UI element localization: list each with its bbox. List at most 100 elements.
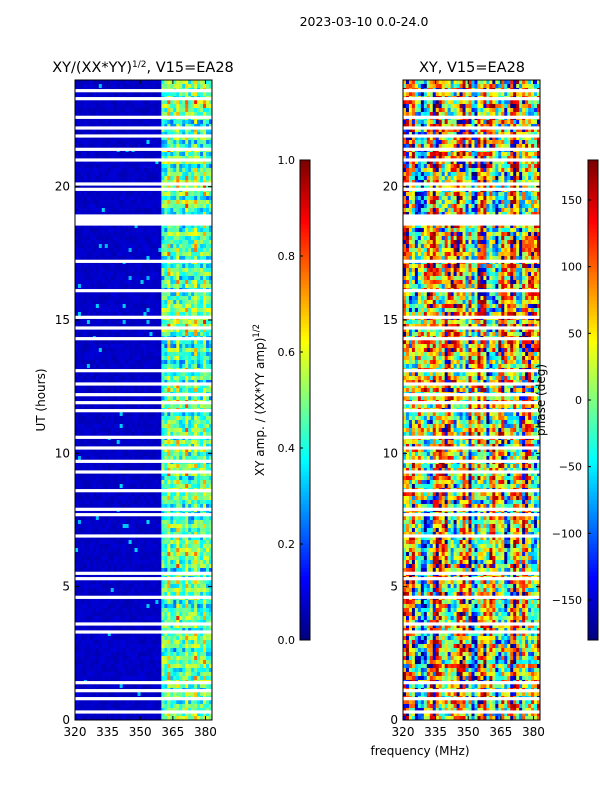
heatmap-cell bbox=[188, 280, 192, 285]
heatmap-cell bbox=[89, 200, 94, 205]
heatmap-cell bbox=[140, 356, 144, 361]
heatmap-cell bbox=[167, 172, 171, 177]
heatmap-cell bbox=[113, 180, 118, 185]
heatmap-cell bbox=[83, 124, 88, 129]
heatmap-cell bbox=[95, 228, 100, 233]
heatmap-cell bbox=[125, 276, 129, 281]
heatmap-cell bbox=[194, 304, 198, 309]
heatmap-cell bbox=[194, 280, 198, 285]
heatmap-cell bbox=[134, 180, 138, 185]
heatmap-cell bbox=[77, 280, 82, 285]
heatmap-cell bbox=[188, 416, 192, 421]
heatmap-cell bbox=[191, 256, 195, 261]
heatmap-cell bbox=[146, 100, 150, 105]
heatmap-cell bbox=[143, 388, 147, 393]
heatmap-cell bbox=[116, 360, 121, 365]
heatmap-cell bbox=[173, 268, 177, 273]
heatmap-cell bbox=[83, 144, 88, 149]
heatmap-cell bbox=[191, 284, 195, 289]
heatmap-cell bbox=[149, 256, 153, 261]
heatmap-cell bbox=[92, 352, 97, 357]
heatmap-cell bbox=[209, 268, 213, 273]
heatmap-cell bbox=[131, 256, 135, 261]
heatmap-cell bbox=[209, 264, 213, 269]
heatmap-cell bbox=[89, 312, 94, 317]
heatmap-cell bbox=[155, 472, 159, 477]
heatmap-cell bbox=[173, 132, 177, 137]
heatmap-cell bbox=[170, 136, 174, 141]
heatmap-cell bbox=[134, 108, 138, 113]
heatmap-cell bbox=[164, 104, 168, 109]
heatmap-cell bbox=[197, 356, 201, 361]
heatmap-cell bbox=[110, 492, 115, 497]
heatmap-cell bbox=[77, 312, 82, 317]
heatmap-cell bbox=[143, 244, 147, 249]
heatmap-cell bbox=[80, 248, 85, 253]
heatmap-cell bbox=[116, 200, 121, 205]
heatmap-cell bbox=[179, 364, 183, 369]
heatmap-cell bbox=[155, 452, 159, 457]
heatmap-cell bbox=[146, 180, 150, 185]
heatmap-cell bbox=[113, 444, 118, 449]
heatmap-cell bbox=[182, 200, 186, 205]
heatmap-cell bbox=[158, 472, 162, 477]
heatmap-cell bbox=[128, 372, 132, 377]
heatmap-cell bbox=[167, 448, 171, 453]
heatmap-cell bbox=[194, 468, 198, 473]
heatmap-cell bbox=[170, 108, 174, 113]
heatmap-cell bbox=[161, 428, 165, 433]
heatmap-cell bbox=[128, 344, 132, 349]
heatmap-cell bbox=[182, 132, 186, 137]
heatmap-cell bbox=[176, 328, 180, 333]
heatmap-cell bbox=[203, 396, 207, 401]
heatmap-cell bbox=[116, 92, 121, 97]
heatmap-cell bbox=[149, 424, 153, 429]
heatmap-cell bbox=[101, 384, 106, 389]
heatmap-cell bbox=[80, 236, 85, 241]
heatmap-cell bbox=[161, 204, 165, 209]
heatmap-cell bbox=[92, 84, 97, 89]
heatmap-cell bbox=[116, 192, 121, 197]
heatmap-cell bbox=[164, 228, 168, 233]
heatmap-cell bbox=[206, 144, 210, 149]
heatmap-cell bbox=[203, 152, 207, 157]
heatmap-cell bbox=[167, 232, 171, 237]
heatmap-cell bbox=[119, 292, 123, 297]
heatmap-cell bbox=[152, 476, 156, 481]
heatmap-cell bbox=[203, 448, 207, 453]
heatmap-cell bbox=[158, 224, 162, 229]
heatmap-cell bbox=[188, 328, 192, 333]
heatmap-cell bbox=[185, 304, 189, 309]
heatmap-cell bbox=[110, 136, 115, 141]
heatmap-cell bbox=[95, 464, 100, 469]
heatmap-cell bbox=[140, 208, 144, 213]
heatmap-cell bbox=[161, 176, 165, 181]
heatmap-cell bbox=[206, 272, 210, 277]
heatmap-cell bbox=[98, 356, 103, 361]
heatmap-cell bbox=[158, 324, 162, 329]
heatmap-cell bbox=[143, 292, 147, 297]
heatmap-cell bbox=[131, 152, 135, 157]
heatmap-cell bbox=[206, 396, 210, 401]
heatmap-cell bbox=[200, 252, 204, 257]
heatmap-cell bbox=[75, 144, 79, 149]
heatmap-cell bbox=[86, 424, 91, 429]
heatmap-cell bbox=[98, 448, 103, 453]
heatmap-cell bbox=[173, 104, 177, 109]
heatmap-cell bbox=[98, 464, 103, 469]
heatmap-cell bbox=[158, 424, 162, 429]
heatmap-cell bbox=[179, 312, 183, 317]
heatmap-cell bbox=[95, 340, 100, 345]
heatmap-cell bbox=[104, 344, 109, 349]
heatmap-cell bbox=[176, 468, 180, 473]
heatmap-cell bbox=[101, 236, 106, 241]
heatmap-cell bbox=[75, 168, 79, 173]
heatmap-cell bbox=[197, 276, 201, 281]
heatmap-cell bbox=[185, 416, 189, 421]
heatmap-cell bbox=[86, 412, 91, 417]
heatmap-cell bbox=[191, 380, 195, 385]
heatmap-cell bbox=[75, 128, 79, 133]
heatmap-cell bbox=[191, 504, 195, 509]
heatmap-cell bbox=[191, 308, 195, 313]
heatmap-cell bbox=[194, 92, 198, 97]
